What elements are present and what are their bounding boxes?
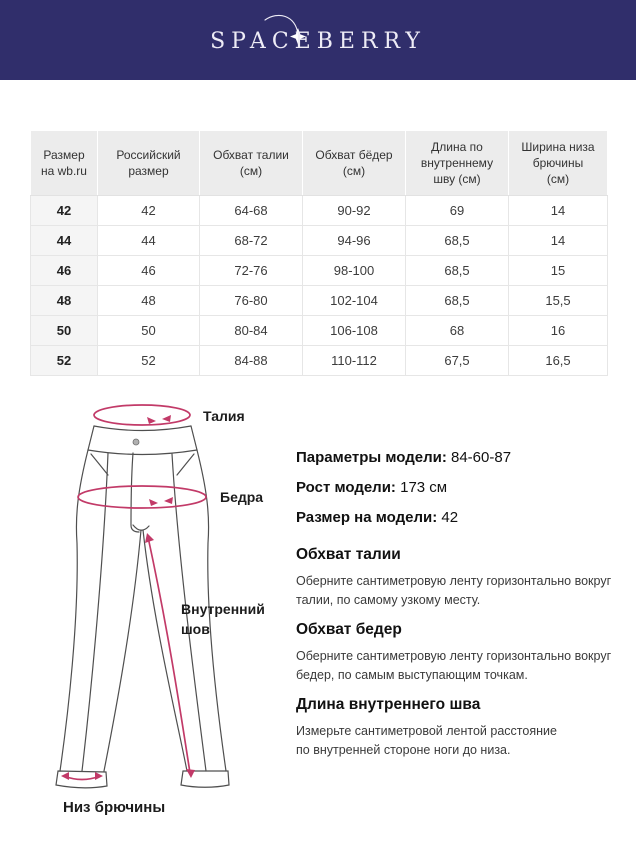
cell-hips: 110-112: [302, 345, 406, 376]
column-header-hips: Обхват бёдер (см): [302, 131, 406, 196]
table-row: 50 50 80-84 106-108 68 16: [30, 315, 608, 346]
comet-icon: [264, 14, 306, 45]
cell-ru-size: 50: [97, 315, 200, 346]
table-row: 52 52 84-88 110-112 67,5 16,5: [30, 345, 608, 376]
column-header-hem-width: Ширина низа брючины (см): [508, 131, 608, 196]
cell-hem: 14: [508, 225, 608, 256]
diagram-label-hem: Низ брючины: [63, 799, 166, 816]
guide-title: Длина внутреннего шва: [296, 696, 481, 713]
size-table: Размер на wb.ru Российский размер Обхват…: [30, 131, 608, 376]
guide-title: Обхват бедер: [296, 621, 402, 638]
param-label: Размер на модели:: [296, 509, 438, 526]
guide-text: Измерьте сантиметровой лентой расстояние…: [296, 724, 557, 758]
cell-waist: 64-68: [199, 195, 303, 226]
cell-hem: 14: [508, 195, 608, 226]
param-row-measurements: Параметры модели: 84-60-87: [296, 443, 616, 473]
cell-hem: 15,5: [508, 285, 608, 316]
guide-section-hips: Обхват бедер Оберните сантиметровую лент…: [296, 621, 618, 686]
table-row: 48 48 76-80 102-104 68,5 15,5: [30, 285, 608, 316]
pants-diagram: [55, 404, 230, 789]
cell-inseam: 67,5: [405, 345, 509, 376]
waist-ellipse: [93, 404, 191, 426]
cell-waist: 68-72: [199, 225, 303, 256]
cell-ru-size: 44: [97, 225, 200, 256]
column-header-waist: Обхват талии (см): [199, 131, 303, 196]
cell-hips: 94-96: [302, 225, 406, 256]
column-header-inseam: Длина по внутреннему шву (см): [405, 131, 509, 196]
cell-ru-size: 52: [97, 345, 200, 376]
hem-arrow: [63, 775, 101, 781]
cell-waist: 72-76: [199, 255, 303, 286]
cell-ru-size: 46: [97, 255, 200, 286]
brand-header: SPACEBERRY: [0, 0, 636, 80]
cell-inseam: 68: [405, 315, 509, 346]
brand-logo: SPACEBERRY: [210, 29, 426, 54]
diagram-label-waist: Талия: [203, 408, 245, 424]
button-icon: [132, 438, 140, 446]
size-table-header: Размер на wb.ru Российский размер Обхват…: [30, 131, 608, 196]
cell-hips: 98-100: [302, 255, 406, 286]
param-label: Параметры модели:: [296, 449, 447, 466]
cell-hips: 90-92: [302, 195, 406, 226]
cell-waist: 76-80: [199, 285, 303, 316]
param-value: 84-60-87: [451, 449, 512, 466]
cell-ru-size: 48: [97, 285, 200, 316]
cell-inseam: 68,5: [405, 285, 509, 316]
pants-outline: [55, 425, 230, 789]
guide-text: Оберните сантиметровую ленту горизонталь…: [296, 649, 612, 683]
cell-inseam: 69: [405, 195, 509, 226]
cell-hem: 15: [508, 255, 608, 286]
diagram-label-inseam: Внутренний шов: [181, 601, 265, 638]
hips-ellipse: [77, 485, 207, 509]
cell-size: 50: [30, 315, 98, 346]
inseam-line: [147, 536, 191, 774]
param-label: Рост модели:: [296, 479, 396, 496]
cell-inseam: 68,5: [405, 255, 509, 286]
cell-hem: 16: [508, 315, 608, 346]
model-params: Параметры модели: 84-60-87 Рост модели: …: [296, 443, 616, 533]
guide-section-waist: Обхват талии Оберните сантиметровую лент…: [296, 546, 618, 611]
cell-size: 44: [30, 225, 98, 256]
cell-size: 48: [30, 285, 98, 316]
table-row: 46 46 72-76 98-100 68,5 15: [30, 255, 608, 286]
table-row: 44 44 68-72 94-96 68,5 14: [30, 225, 608, 256]
cell-size: 46: [30, 255, 98, 286]
column-header-wb-size: Размер на wb.ru: [30, 131, 98, 196]
cell-hips: 106-108: [302, 315, 406, 346]
cell-size: 52: [30, 345, 98, 376]
column-header-ru-size: Российский размер: [97, 131, 200, 196]
cell-hips: 102-104: [302, 285, 406, 316]
cell-waist: 84-88: [199, 345, 303, 376]
table-row: 42 42 64-68 90-92 69 14: [30, 195, 608, 226]
guide-text: Оберните сантиметровую ленту горизонталь…: [296, 574, 612, 608]
header-row: Размер на wb.ru Российский размер Обхват…: [30, 131, 608, 196]
guide-title: Обхват талии: [296, 546, 401, 563]
cell-size: 42: [30, 195, 98, 226]
param-row-size: Размер на модели: 42: [296, 503, 616, 533]
diagram-label-hips: Бедра: [220, 489, 264, 505]
param-value: 42: [441, 509, 459, 526]
guide-section-inseam: Длина внутреннего шва Измерьте сантиметр…: [296, 696, 618, 761]
cell-ru-size: 42: [97, 195, 200, 226]
measurement-annotations: [61, 404, 207, 781]
size-table-body: 42 42 64-68 90-92 69 14 44 44 68-72 94-9…: [30, 195, 608, 376]
param-value: 173 см: [400, 479, 448, 496]
cell-waist: 80-84: [199, 315, 303, 346]
param-row-height: Рост модели: 173 см: [296, 473, 616, 503]
cell-inseam: 68,5: [405, 225, 509, 256]
cell-hem: 16,5: [508, 345, 608, 376]
